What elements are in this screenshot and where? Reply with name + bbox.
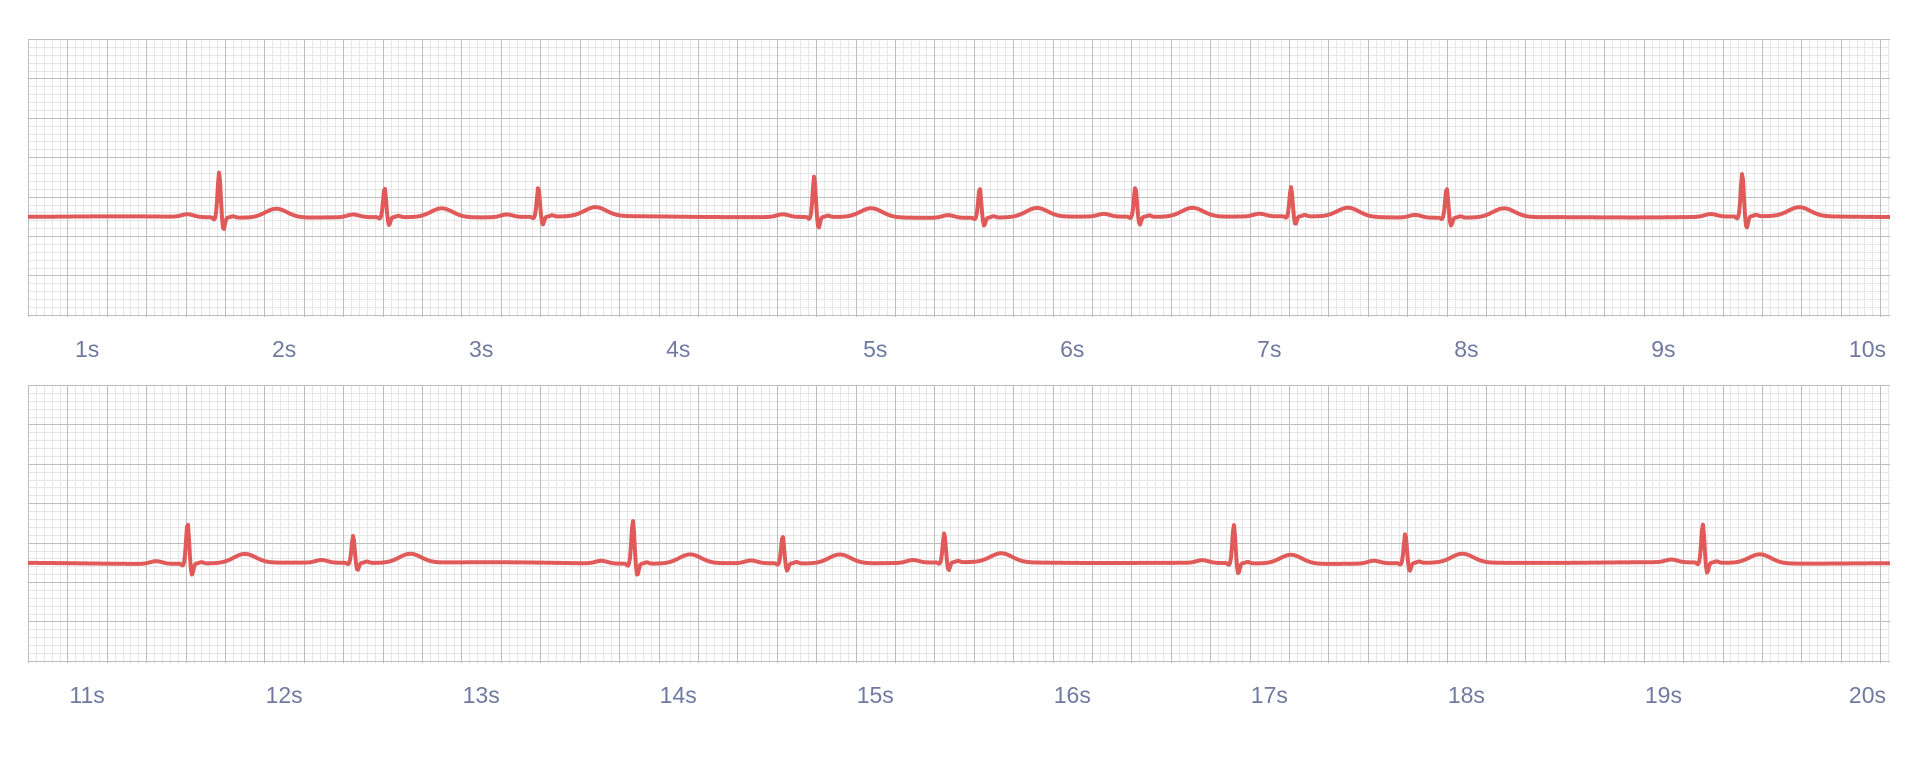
time-tick-label: 13s xyxy=(462,682,500,708)
grid-major xyxy=(28,385,1890,663)
time-tick-label: 14s xyxy=(659,682,697,708)
time-tick-label: 1s xyxy=(74,336,100,362)
time-tick-label: 6s xyxy=(1060,336,1085,362)
time-tick-label: 10s xyxy=(1848,336,1886,362)
grid-minor xyxy=(28,385,1890,663)
time-tick-label: 17s xyxy=(1250,682,1288,708)
time-tick-label: 11s xyxy=(69,682,105,708)
grid-major xyxy=(28,39,1890,317)
ecg-strip-1 xyxy=(28,39,1890,317)
ecg-strip-1-plot xyxy=(28,39,1890,317)
ecg-strip-2-plot xyxy=(28,385,1890,663)
time-tick-label: 16s xyxy=(1053,682,1091,708)
time-tick-label: 18s xyxy=(1447,682,1485,708)
time-tick-label: 20s xyxy=(1848,682,1886,708)
time-tick-label: 5s xyxy=(863,336,888,362)
ecg-strip-1-time-axis: 1s 2s 3s 4s 5s 6s 7s 8s 9s 10s xyxy=(28,334,1890,364)
time-tick-label: 3s xyxy=(469,336,494,362)
time-tick-label: 7s xyxy=(1257,336,1282,362)
grid-minor xyxy=(28,39,1890,317)
time-tick-label: 9s xyxy=(1651,336,1676,362)
time-tick-label: 2s xyxy=(271,336,297,362)
ecg-trace xyxy=(28,170,1890,231)
ecg-strip-2 xyxy=(28,385,1890,663)
time-tick-label: 19s xyxy=(1644,682,1682,708)
ecg-strip-2-time-axis: 11s 12s 13s 14s 15s 16s 17s 18s 19s 20s xyxy=(28,680,1890,710)
time-tick-label: 12s xyxy=(265,682,303,708)
time-tick-label: 8s xyxy=(1454,336,1479,362)
ecg-trace xyxy=(28,519,1890,577)
time-tick-label: 4s xyxy=(666,336,691,362)
time-tick-label: 15s xyxy=(856,682,894,708)
